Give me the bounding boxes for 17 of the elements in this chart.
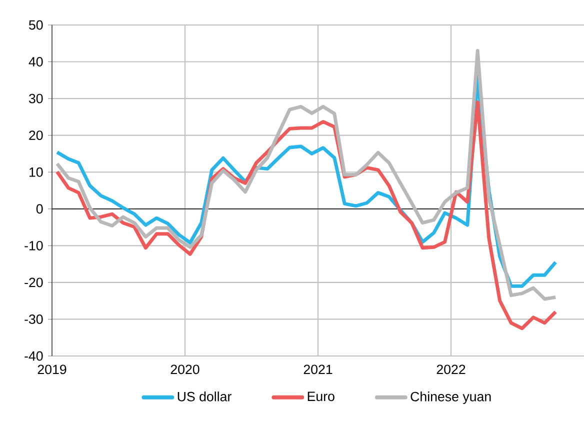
x-tick-label: 2021: [304, 364, 332, 374]
y-tick-label: 30: [28, 94, 43, 104]
y-tick-label: 10: [29, 167, 43, 177]
y-tick-label: -40: [24, 351, 43, 361]
legend-label: Chinese yuan: [410, 392, 491, 404]
y-tick-label: 50: [29, 20, 43, 30]
x-tick-label: 2019: [38, 364, 66, 374]
legend-label: Euro: [308, 392, 334, 402]
x-tick-label: 2022: [436, 364, 466, 374]
y-tick-label: -20: [24, 278, 43, 288]
y-tick-label: 0: [36, 204, 43, 214]
legend-label: US dollar: [178, 392, 232, 402]
x-tick-label: 2020: [170, 364, 200, 374]
y-tick-label: -30: [24, 314, 43, 324]
y-tick-label: -10: [24, 240, 43, 250]
y-tick-label: 20: [29, 130, 43, 140]
y-tick-label: 40: [28, 57, 43, 66]
